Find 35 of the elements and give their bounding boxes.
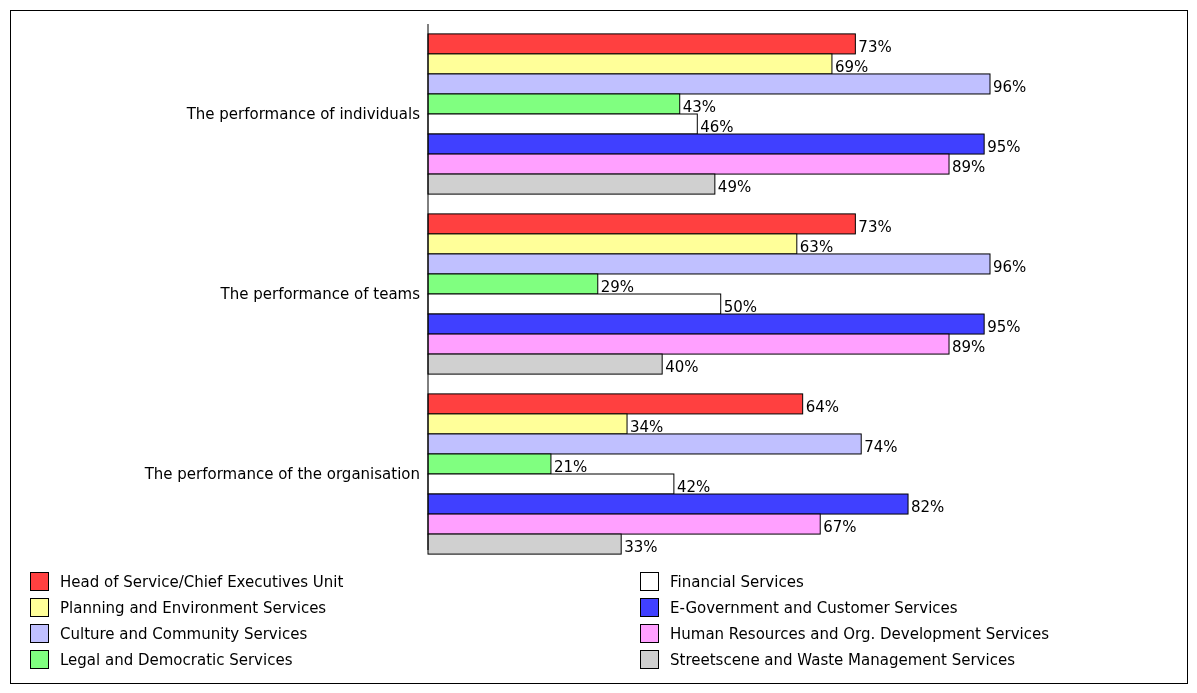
- legend-label: Streetscene and Waste Management Services: [670, 651, 1016, 669]
- data-label: 64%: [805, 397, 840, 416]
- data-label: 73%: [858, 37, 892, 56]
- legend-label: Financial Services: [670, 573, 804, 591]
- data-label: 67%: [823, 518, 857, 537]
- data-label: 89%: [952, 338, 986, 357]
- legend-label: Head of Service/Chief Executives Unit: [60, 573, 344, 591]
- data-label: 50%: [723, 298, 758, 317]
- data-label: 95%: [987, 138, 1021, 157]
- data-label: 43%: [682, 97, 717, 116]
- legend-label: Culture and Community Services: [60, 625, 308, 643]
- data-label: 33%: [624, 538, 658, 557]
- data-label: 42%: [676, 478, 711, 497]
- data-label: 95%: [987, 318, 1021, 337]
- data-label: 73%: [858, 217, 892, 236]
- legend-label: Human Resources and Org. Development Services: [670, 625, 1050, 643]
- data-label: 29%: [600, 277, 635, 296]
- data-label: 21%: [553, 457, 588, 476]
- data-label: 82%: [911, 498, 945, 517]
- data-label: 96%: [993, 257, 1027, 276]
- data-label: 69%: [834, 57, 869, 76]
- data-label: 46%: [700, 118, 734, 137]
- data-label: 74%: [864, 437, 898, 456]
- legend-label: Legal and Democratic Services: [60, 651, 293, 669]
- legend-label: E-Government and Customer Services: [670, 599, 958, 617]
- data-label: 34%: [630, 417, 664, 436]
- data-label: 96%: [993, 77, 1027, 96]
- y-tick-label: The performance of individuals: [185, 105, 421, 123]
- y-tick-label: The performance of teams: [219, 285, 421, 303]
- data-label: 89%: [952, 158, 986, 177]
- legend-label: Planning and Environment Services: [60, 599, 327, 617]
- data-label: 49%: [717, 178, 752, 197]
- y-tick-label: The performance of the organisation: [143, 465, 420, 483]
- data-label: 40%: [665, 358, 699, 377]
- data-label: 63%: [799, 237, 834, 256]
